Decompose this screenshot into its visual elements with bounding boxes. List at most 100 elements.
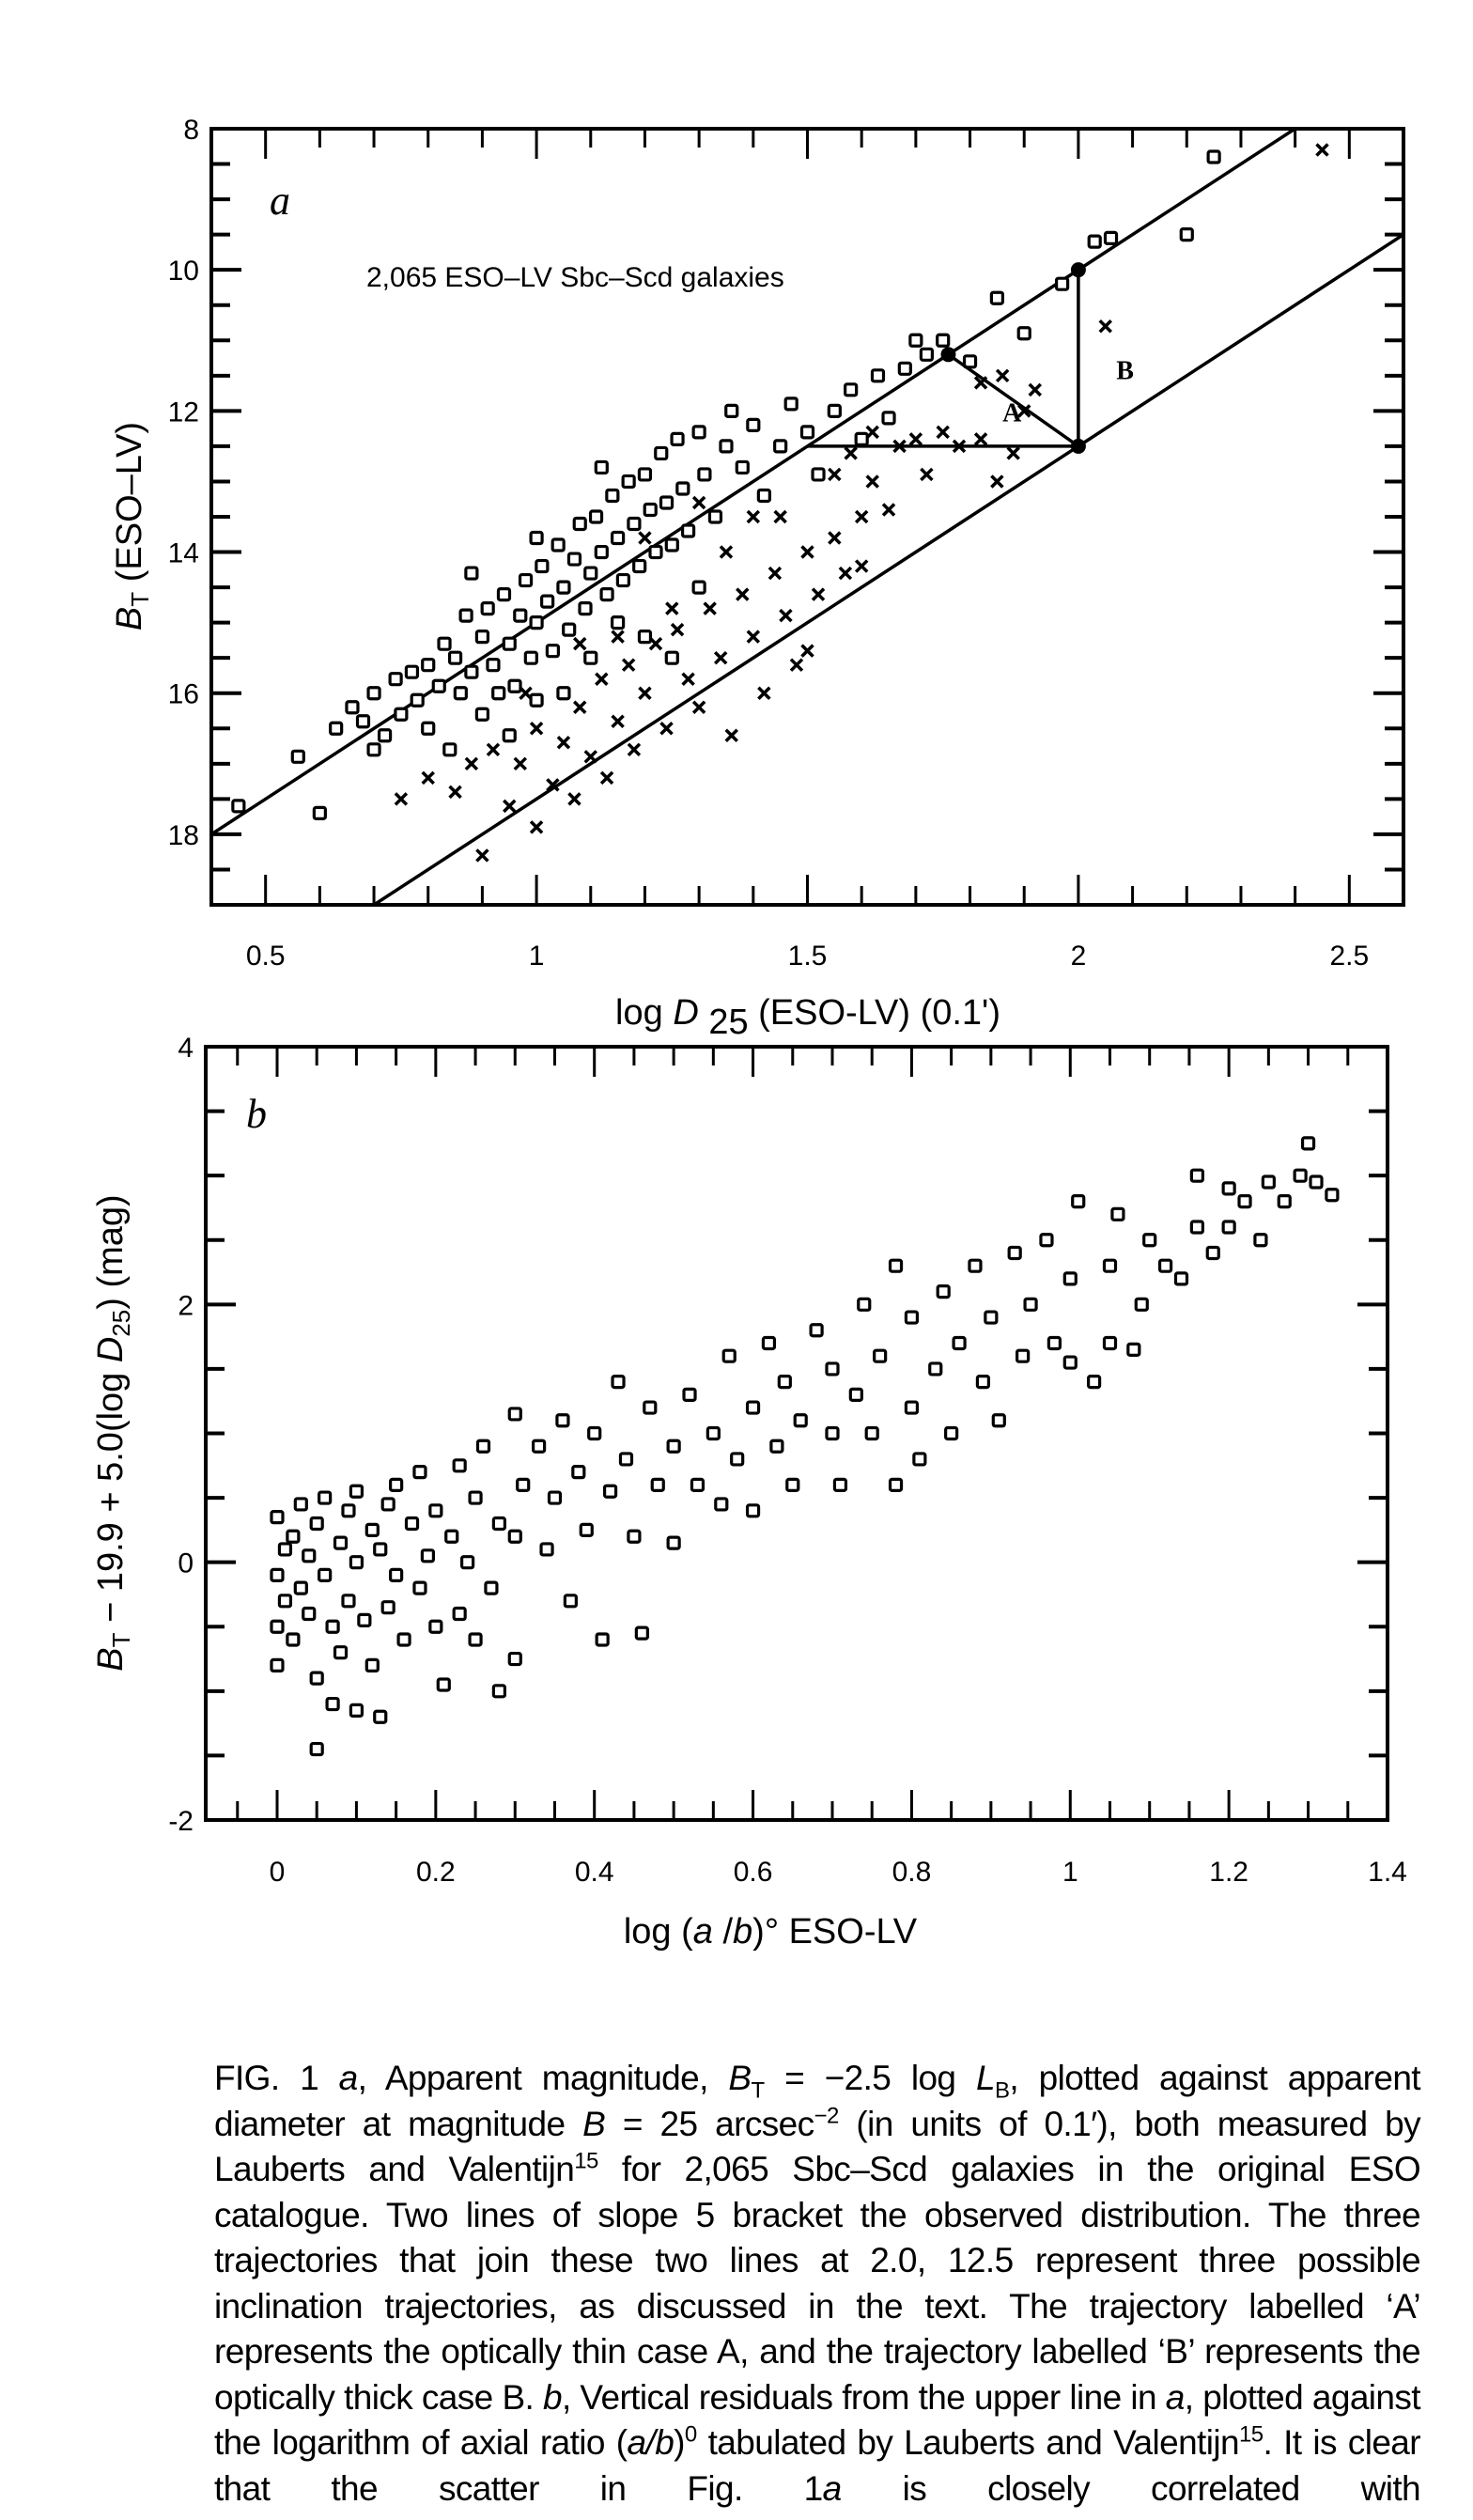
data-point-cross — [828, 531, 842, 545]
panel-a-points — [231, 143, 1329, 863]
data-point-square — [904, 1310, 920, 1325]
trajectory-node — [1070, 438, 1086, 454]
data-point-square — [919, 347, 935, 362]
data-point-cross — [611, 630, 625, 644]
data-point-square — [637, 630, 653, 645]
data-point-square — [518, 572, 534, 588]
data-point-square — [540, 594, 555, 609]
data-point-square — [345, 700, 360, 715]
data-point-square — [377, 728, 393, 743]
data-point-square — [627, 516, 642, 532]
x-tick-label: 0.8 — [892, 1857, 932, 1888]
data-point-square — [1062, 1271, 1078, 1286]
data-point-square — [529, 615, 544, 630]
data-point-cross — [990, 474, 1004, 489]
data-point-square — [1102, 1258, 1118, 1273]
data-point-square — [447, 650, 463, 665]
data-point-square — [705, 1425, 721, 1441]
data-point-square — [556, 580, 571, 595]
data-point-cross — [638, 531, 652, 545]
panel-a-ticks — [209, 127, 1405, 907]
data-point-square — [1071, 1193, 1086, 1209]
caption-part: a — [1165, 2377, 1186, 2417]
data-point-square — [309, 1671, 324, 1686]
data-point-cross — [681, 672, 695, 686]
data-point-square — [583, 650, 598, 665]
data-point-square — [380, 1497, 395, 1512]
data-point-cross — [665, 601, 679, 615]
data-point-square — [318, 1567, 333, 1582]
data-point-square — [724, 403, 739, 418]
data-point-cross — [713, 650, 728, 665]
data-point-cross — [746, 509, 761, 524]
caption-part: = −2.5 log — [764, 2059, 976, 2097]
data-point-square — [453, 686, 468, 701]
data-point-cross — [627, 742, 642, 757]
data-point-square — [507, 1407, 522, 1422]
data-point-square — [394, 707, 409, 722]
caption-part: 15 — [574, 2148, 598, 2174]
data-point-square — [664, 537, 679, 552]
data-point-square — [389, 1567, 404, 1582]
data-point-square — [944, 1425, 959, 1441]
x-tick-label: 0.2 — [416, 1857, 456, 1888]
data-point-square — [991, 1413, 1006, 1428]
data-point-square — [659, 495, 674, 510]
caption-part: . It is clear that the scatter in Fig. 1 — [214, 2423, 1421, 2508]
data-point-square — [1293, 1168, 1308, 1183]
data-point-cross — [719, 545, 734, 559]
data-point-square — [460, 1555, 475, 1570]
data-point-square — [1206, 149, 1221, 164]
data-point-square — [888, 1258, 904, 1273]
panel-a-x-tick-labels: 0.5 1 1.5 2 2.5 — [246, 941, 1369, 972]
data-point-cross — [703, 601, 717, 615]
data-point-square — [1134, 1297, 1149, 1312]
data-point-square — [572, 516, 587, 532]
data-point-square — [270, 1567, 285, 1582]
data-point-cross — [995, 368, 1010, 383]
x-title-var: D — [673, 993, 698, 1033]
data-point-square — [1016, 326, 1031, 341]
data-point-square — [1157, 1258, 1173, 1273]
caption-part: T — [751, 2077, 765, 2104]
data-point-square — [773, 439, 788, 454]
panel-b-frame — [204, 1045, 1389, 1822]
data-point-square — [571, 1465, 586, 1480]
data-point-square — [502, 728, 517, 743]
caption-part: , Vertical residuals from the upper line… — [561, 2377, 1166, 2417]
data-point-cross — [621, 658, 636, 672]
data-point-square — [746, 417, 761, 432]
data-point-square — [799, 425, 815, 440]
panel-b-points — [270, 1136, 1340, 1757]
caption-part: a — [338, 2059, 359, 2097]
data-point-square — [555, 1413, 570, 1428]
caption-part: −2 — [814, 2103, 840, 2129]
data-point-square — [928, 1361, 943, 1377]
data-point-square — [1047, 1335, 1062, 1351]
data-point-cross — [800, 644, 814, 658]
data-point-cross — [1315, 143, 1329, 157]
data-point-cross — [844, 446, 858, 460]
panel-a-x-axis-title: log D 25 (ESO-LV) (0.1') — [615, 993, 1000, 1042]
x-title-slash: / — [713, 1912, 734, 1952]
caption-part: B — [582, 2104, 606, 2143]
data-point-square — [873, 1348, 888, 1363]
data-point-square — [691, 580, 706, 595]
data-point-square — [854, 431, 869, 446]
data-point-square — [507, 1529, 522, 1544]
panel-b-y-tick-labels: -2 0 2 4 — [168, 1033, 194, 1837]
data-point-cross — [1028, 382, 1042, 397]
data-point-square — [936, 333, 951, 348]
data-point-cross — [599, 770, 614, 786]
data-point-square — [811, 467, 826, 482]
data-point-square — [680, 523, 696, 538]
data-point-cross — [724, 728, 738, 743]
data-point-cross — [757, 686, 771, 700]
data-point-square — [270, 1657, 285, 1673]
data-point-cross — [572, 636, 587, 651]
data-point-square — [1261, 1174, 1276, 1190]
data-point-cross — [773, 509, 787, 524]
data-point-cross — [464, 756, 479, 771]
